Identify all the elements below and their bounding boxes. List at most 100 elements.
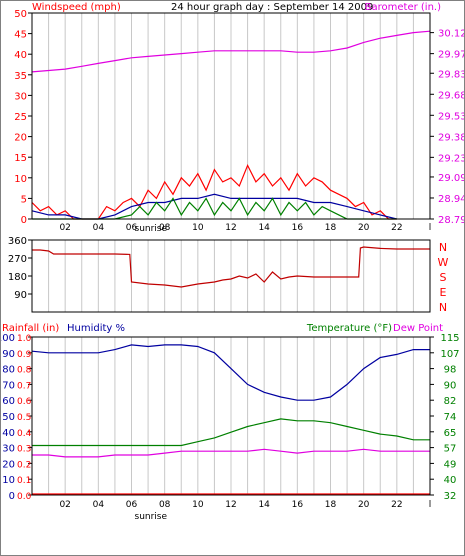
series-line bbox=[32, 246, 430, 288]
direction-panel-series bbox=[32, 246, 430, 288]
windspeed-tick-label: 30 bbox=[14, 91, 27, 102]
x-tick-label: 16 bbox=[292, 223, 304, 233]
compass-tick-label: E bbox=[440, 286, 447, 299]
x-tick-label: l bbox=[429, 500, 432, 510]
barometer-tick-label: 30.12 bbox=[438, 29, 465, 40]
windspeed-axis-label: Windspeed (mph) bbox=[32, 2, 121, 13]
x-tick-label: 16 bbox=[292, 500, 304, 510]
humidity-tick-label: 40 bbox=[2, 428, 15, 439]
humidity-tick-label: 60 bbox=[2, 396, 15, 407]
x-tick-label: 04 bbox=[93, 500, 105, 510]
compass-tick-label: S bbox=[440, 271, 447, 284]
humidity-tick-label: 20 bbox=[2, 459, 15, 470]
humidity-tick-label: 30 bbox=[2, 444, 15, 455]
humidity-tick-label: 70 bbox=[2, 380, 15, 391]
rain-tick-label: 0.9 bbox=[17, 350, 32, 360]
wind-panel-grid bbox=[48, 13, 414, 219]
temperature-tick-label: 82 bbox=[444, 396, 457, 407]
windspeed-tick-label: 50 bbox=[14, 9, 27, 20]
series-line bbox=[32, 418, 430, 447]
humidity-panel-ticks: 0 10 20 30 40 50 60 70 80 90 100 0.0 0.1 0.2 0.3 0.4 0.5… bbox=[0, 333, 460, 522]
rain-tick-label: 0.7 bbox=[17, 381, 31, 391]
humidity-axis-label: Humidity % bbox=[67, 323, 125, 334]
x-tick-label: 12 bbox=[225, 500, 236, 510]
barometer-tick-label: 29.23 bbox=[438, 153, 465, 164]
temperature-tick-label: 65 bbox=[444, 428, 457, 439]
x-tick-label: 06 bbox=[126, 223, 138, 233]
windspeed-tick-label: 15 bbox=[14, 153, 27, 164]
windspeed-tick-label: 25 bbox=[14, 112, 27, 123]
rainfall-axis-label: Rainfall (in) bbox=[2, 323, 59, 334]
barometer-tick-label: 29.38 bbox=[438, 132, 465, 143]
direction-tick-label: 360 bbox=[8, 236, 27, 247]
rain-tick-label: 0.1 bbox=[17, 476, 31, 486]
rain-tick-label: 0.8 bbox=[17, 366, 32, 376]
temperature-tick-label: 107 bbox=[440, 349, 459, 360]
temperature-tick-label: 98 bbox=[444, 365, 457, 376]
x-tick-label: 20 bbox=[358, 500, 370, 510]
humidity-tick-label: 80 bbox=[2, 365, 15, 376]
barometer-tick-label: 29.53 bbox=[438, 111, 465, 122]
x-tick-label: 12 bbox=[225, 223, 236, 233]
barometer-tick-label: 29.97 bbox=[438, 50, 465, 61]
x-tick-label: 02 bbox=[59, 223, 70, 233]
x-tick-label: 10 bbox=[192, 500, 204, 510]
barometer-tick-label: 28.94 bbox=[438, 194, 465, 205]
temperature-tick-label: 74 bbox=[444, 412, 457, 423]
rain-tick-label: 0.5 bbox=[17, 413, 31, 423]
temperature-tick-label: 115 bbox=[440, 333, 459, 344]
sunrise-label: sunrise bbox=[135, 224, 168, 234]
barometer-axis-label: Barometer (in.) bbox=[365, 2, 441, 13]
temperature-tick-label: 32 bbox=[444, 491, 457, 502]
rain-tick-label: 0.4 bbox=[17, 429, 32, 439]
x-tick-label: 04 bbox=[93, 223, 105, 233]
humidity-tick-label: 0 bbox=[9, 491, 15, 502]
windspeed-tick-label: 10 bbox=[14, 174, 27, 185]
windspeed-tick-label: 45 bbox=[14, 30, 27, 41]
x-tick-label: 22 bbox=[391, 223, 402, 233]
x-tick-label: 14 bbox=[258, 223, 270, 233]
direction-tick-label: 270 bbox=[8, 254, 27, 265]
humidity-tick-label: 100 bbox=[0, 333, 15, 344]
rain-tick-label: 0.3 bbox=[17, 445, 31, 455]
temperature-tick-label: 90 bbox=[444, 380, 457, 391]
x-tick-label: 02 bbox=[59, 500, 70, 510]
direction-tick-label: 180 bbox=[8, 272, 27, 283]
temperature-tick-label: 49 bbox=[444, 459, 457, 470]
humidity-tick-label: 50 bbox=[2, 412, 15, 423]
x-tick-label: 22 bbox=[391, 500, 402, 510]
barometer-tick-label: 29.83 bbox=[438, 69, 465, 80]
x-tick-label: 08 bbox=[159, 223, 171, 233]
humidity-tick-label: 90 bbox=[2, 349, 15, 360]
series-line bbox=[32, 197, 397, 220]
x-tick-label: 14 bbox=[258, 500, 270, 510]
direction-panel-grid bbox=[48, 240, 414, 312]
x-tick-label: 10 bbox=[192, 223, 204, 233]
temperature-axis-label: Temperature (°F) bbox=[306, 323, 392, 334]
barometer-tick-label: 28.79 bbox=[438, 215, 465, 226]
humidity-panel-grid bbox=[48, 337, 414, 495]
barometer-tick-label: 29.09 bbox=[438, 173, 465, 184]
x-tick-label: l bbox=[429, 223, 432, 233]
x-tick-label: 18 bbox=[325, 223, 337, 233]
barometer-tick-label: 29.68 bbox=[438, 90, 465, 101]
windspeed-tick-label: 0 bbox=[21, 215, 27, 226]
x-tick-label: 18 bbox=[325, 500, 337, 510]
x-tick-label: 20 bbox=[358, 223, 370, 233]
windspeed-tick-label: 20 bbox=[14, 133, 27, 144]
x-tick-label: 08 bbox=[159, 500, 171, 510]
rain-tick-label: 0.2 bbox=[17, 460, 31, 470]
rain-tick-label: 0.0 bbox=[17, 492, 32, 502]
direction-tick-label: 90 bbox=[14, 290, 27, 301]
windspeed-tick-label: 35 bbox=[14, 71, 27, 82]
dewpoint-axis-label: Dew Point bbox=[393, 323, 443, 334]
graph-title: 24 hour graph day : September 14 2009 bbox=[171, 2, 373, 13]
rain-tick-label: 1.0 bbox=[17, 334, 32, 344]
windspeed-tick-label: 40 bbox=[14, 50, 27, 61]
compass-tick-label: W bbox=[438, 256, 449, 269]
compass-tick-label: N bbox=[439, 241, 447, 254]
sunrise-label: sunrise bbox=[135, 512, 168, 522]
wind-panel-ticks: 0 5 10 15 20 25 30 35 40 45 50 28.79 28.94 29.09 29.23… bbox=[14, 9, 465, 234]
